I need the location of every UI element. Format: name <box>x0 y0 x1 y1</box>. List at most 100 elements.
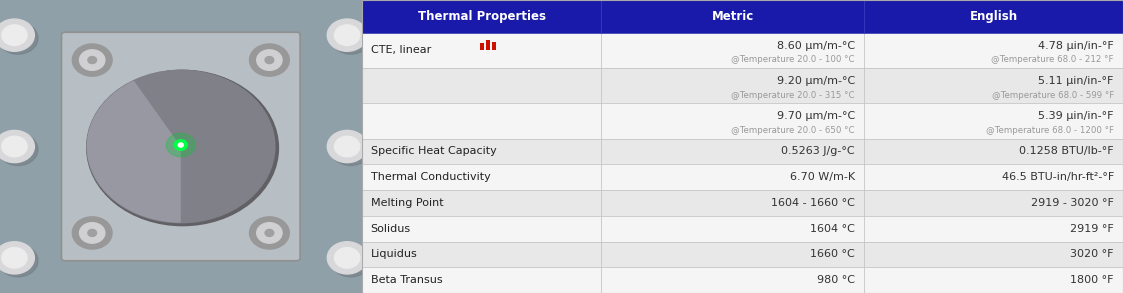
Circle shape <box>88 57 97 64</box>
Bar <box>602 33 864 68</box>
Text: Liquidus: Liquidus <box>371 249 418 259</box>
Circle shape <box>327 242 367 274</box>
Text: 2919 - 3020 °F: 2919 - 3020 °F <box>1031 198 1114 208</box>
Text: 0.1258 BTU/lb-°F: 0.1258 BTU/lb-°F <box>1020 146 1114 156</box>
Text: @Temperature 68.0 - 599 °F: @Temperature 68.0 - 599 °F <box>992 91 1114 100</box>
Text: 46.5 BTU-in/hr-ft²-°F: 46.5 BTU-in/hr-ft²-°F <box>1002 172 1114 182</box>
Text: @Temperature 20.0 - 315 °C: @Temperature 20.0 - 315 °C <box>731 91 855 100</box>
Bar <box>864 190 1123 216</box>
Bar <box>486 40 491 50</box>
Text: 5.11 μin/in-°F: 5.11 μin/in-°F <box>1039 76 1114 86</box>
Text: 1604 - 1660 °C: 1604 - 1660 °C <box>772 198 855 208</box>
Circle shape <box>86 70 275 223</box>
Bar <box>864 68 1123 103</box>
Text: 1604 °C: 1604 °C <box>810 224 855 234</box>
Bar <box>602 139 864 164</box>
Circle shape <box>0 245 38 277</box>
Bar <box>602 103 864 139</box>
Text: English: English <box>969 10 1017 23</box>
Circle shape <box>166 133 195 157</box>
Bar <box>602 190 864 216</box>
Bar <box>864 241 1123 267</box>
Wedge shape <box>86 81 181 223</box>
Bar <box>480 43 484 50</box>
Circle shape <box>179 143 183 147</box>
Bar <box>362 0 602 33</box>
Bar <box>864 139 1123 164</box>
Bar <box>362 139 602 164</box>
Bar <box>492 42 496 50</box>
Bar <box>362 103 602 139</box>
Text: 2919 °F: 2919 °F <box>1070 224 1114 234</box>
Bar <box>362 190 602 216</box>
Text: @Temperature 20.0 - 100 °C: @Temperature 20.0 - 100 °C <box>731 55 855 64</box>
Bar <box>864 0 1123 33</box>
Text: Thermal Properties: Thermal Properties <box>418 10 546 23</box>
Circle shape <box>86 70 279 226</box>
Bar <box>362 68 602 103</box>
Text: 4.78 μin/in-°F: 4.78 μin/in-°F <box>1038 41 1114 51</box>
Bar <box>602 241 864 267</box>
Text: @Temperature 68.0 - 212 °F: @Temperature 68.0 - 212 °F <box>992 55 1114 64</box>
Bar <box>362 267 602 293</box>
Bar <box>864 267 1123 293</box>
Text: Melting Point: Melting Point <box>371 198 444 208</box>
Circle shape <box>331 245 371 277</box>
Bar <box>362 164 602 190</box>
Circle shape <box>0 130 35 163</box>
Circle shape <box>249 217 290 249</box>
Text: Specific Heat Capacity: Specific Heat Capacity <box>371 146 496 156</box>
Text: 3020 °F: 3020 °F <box>1070 249 1114 259</box>
Text: @Temperature 20.0 - 650 °C: @Temperature 20.0 - 650 °C <box>731 126 855 135</box>
Circle shape <box>72 217 112 249</box>
Text: 1660 °C: 1660 °C <box>810 249 855 259</box>
Circle shape <box>88 229 97 236</box>
Bar <box>602 267 864 293</box>
FancyBboxPatch shape <box>62 32 300 261</box>
Text: 0.5263 J/g-°C: 0.5263 J/g-°C <box>782 146 855 156</box>
Bar <box>864 103 1123 139</box>
Text: Thermal Conductivity: Thermal Conductivity <box>371 172 491 182</box>
Bar <box>362 33 602 68</box>
Circle shape <box>2 25 27 45</box>
Circle shape <box>0 133 38 166</box>
Text: @Temperature 68.0 - 1200 °F: @Temperature 68.0 - 1200 °F <box>986 126 1114 135</box>
Circle shape <box>2 248 27 268</box>
Circle shape <box>0 242 35 274</box>
Bar <box>864 33 1123 68</box>
Circle shape <box>0 19 35 51</box>
Circle shape <box>327 130 367 163</box>
Circle shape <box>335 25 359 45</box>
Bar <box>864 216 1123 241</box>
Text: 8.60 μm/m-°C: 8.60 μm/m-°C <box>777 41 855 51</box>
Circle shape <box>335 136 359 157</box>
Circle shape <box>331 133 371 166</box>
Text: CTE, linear: CTE, linear <box>371 45 431 55</box>
Bar <box>602 164 864 190</box>
Circle shape <box>257 223 282 243</box>
Circle shape <box>0 22 38 54</box>
Bar <box>602 216 864 241</box>
Circle shape <box>249 44 290 76</box>
Circle shape <box>2 136 27 157</box>
Bar <box>602 0 864 33</box>
Text: Solidus: Solidus <box>371 224 411 234</box>
Circle shape <box>335 248 359 268</box>
Text: Metric: Metric <box>712 10 754 23</box>
Text: 5.39 μin/in-°F: 5.39 μin/in-°F <box>1039 111 1114 121</box>
Text: Beta Transus: Beta Transus <box>371 275 442 285</box>
Bar <box>864 164 1123 190</box>
Circle shape <box>174 140 188 150</box>
Text: 6.70 W/m-K: 6.70 W/m-K <box>789 172 855 182</box>
Text: 1800 °F: 1800 °F <box>1070 275 1114 285</box>
Text: 9.20 μm/m-°C: 9.20 μm/m-°C <box>777 76 855 86</box>
Circle shape <box>80 223 104 243</box>
Circle shape <box>72 44 112 76</box>
Bar <box>602 68 864 103</box>
Circle shape <box>327 19 367 51</box>
Bar <box>362 241 602 267</box>
Bar <box>362 216 602 241</box>
Circle shape <box>257 50 282 70</box>
Text: 980 °C: 980 °C <box>818 275 855 285</box>
Circle shape <box>80 50 104 70</box>
